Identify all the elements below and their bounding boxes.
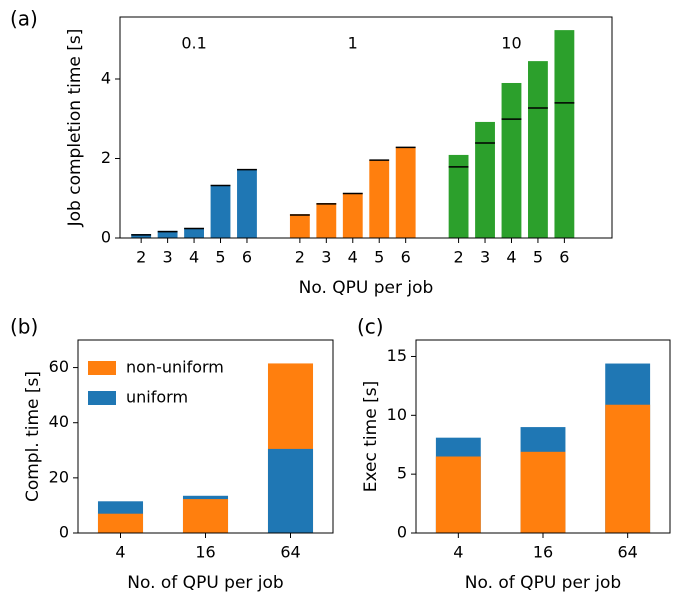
bar bbox=[554, 30, 575, 238]
bar bbox=[501, 82, 522, 238]
x-axis-label: No. of QPU per job bbox=[127, 573, 283, 593]
x-tick-label: 4 bbox=[506, 248, 516, 267]
bar bbox=[520, 451, 566, 533]
x-tick-label: 16 bbox=[533, 543, 553, 562]
x-tick-label: 3 bbox=[480, 248, 490, 267]
x-tick-label: 6 bbox=[401, 248, 411, 267]
x-tick-label: 16 bbox=[195, 543, 215, 562]
x-tick-label: 5 bbox=[374, 248, 384, 267]
x-tick-label: 6 bbox=[242, 248, 252, 267]
panel-label: (b) bbox=[10, 315, 38, 339]
legend-swatch bbox=[88, 391, 116, 405]
group-label: 1 bbox=[348, 34, 358, 53]
bar bbox=[289, 214, 310, 238]
bar bbox=[157, 230, 178, 238]
y-tick-label: 2 bbox=[101, 148, 111, 167]
x-tick-label: 2 bbox=[295, 248, 305, 267]
bar bbox=[605, 404, 651, 533]
axes-frame bbox=[119, 16, 613, 239]
x-tick-label: 4 bbox=[453, 543, 463, 562]
x-tick-label: 5 bbox=[533, 248, 543, 267]
bar bbox=[267, 448, 314, 533]
group-label: 10 bbox=[501, 34, 521, 53]
axes-frame bbox=[77, 339, 334, 534]
bar bbox=[184, 228, 204, 238]
y-tick-label: 0 bbox=[397, 523, 407, 542]
group-label: 0.1 bbox=[181, 34, 206, 53]
y-tick-label: 0 bbox=[101, 228, 111, 247]
y-tick-label: 10 bbox=[387, 405, 407, 424]
y-tick-label: 40 bbox=[49, 412, 69, 431]
x-axis-label: No. QPU per job bbox=[299, 278, 434, 298]
bar bbox=[316, 203, 337, 238]
bar bbox=[210, 185, 231, 238]
legend-swatch bbox=[88, 361, 116, 375]
y-axis-label: Job completion time [s] bbox=[65, 29, 85, 228]
y-tick-label: 60 bbox=[49, 357, 69, 376]
panel-label: (a) bbox=[10, 7, 38, 31]
x-tick-label: 2 bbox=[136, 248, 146, 267]
bar bbox=[435, 456, 481, 533]
y-tick-label: 20 bbox=[49, 467, 69, 486]
x-tick-label: 64 bbox=[617, 543, 637, 562]
x-tick-label: 64 bbox=[280, 543, 300, 562]
y-tick-label: 15 bbox=[387, 346, 407, 365]
x-tick-label: 2 bbox=[453, 248, 463, 267]
bar bbox=[97, 513, 144, 533]
axes-frame bbox=[415, 339, 671, 534]
x-tick-label: 3 bbox=[163, 248, 173, 267]
bar bbox=[528, 61, 548, 239]
x-tick-label: 4 bbox=[348, 248, 358, 267]
x-tick-label: 4 bbox=[115, 543, 125, 562]
x-tick-label: 6 bbox=[559, 248, 569, 267]
legend-label: non-uniform bbox=[126, 358, 224, 377]
y-axis-label: Exec time [s] bbox=[361, 381, 381, 492]
y-tick-label: 5 bbox=[397, 464, 407, 483]
y-axis-label: Compl. time [s] bbox=[23, 371, 43, 502]
bar bbox=[475, 121, 495, 238]
panel-label: (c) bbox=[357, 315, 384, 339]
x-tick-label: 4 bbox=[189, 248, 199, 267]
x-axis-label: No. of QPU per job bbox=[465, 573, 621, 593]
y-tick-label: 4 bbox=[101, 69, 111, 88]
bar bbox=[342, 193, 363, 238]
y-tick-label: 0 bbox=[59, 523, 69, 542]
bar bbox=[448, 154, 469, 238]
bar bbox=[369, 160, 390, 238]
x-tick-label: 3 bbox=[321, 248, 331, 267]
bar bbox=[182, 499, 229, 533]
x-tick-label: 5 bbox=[215, 248, 225, 267]
bar bbox=[395, 146, 416, 238]
bar bbox=[237, 169, 257, 238]
bar bbox=[131, 234, 152, 238]
legend-label: uniform bbox=[126, 388, 188, 407]
